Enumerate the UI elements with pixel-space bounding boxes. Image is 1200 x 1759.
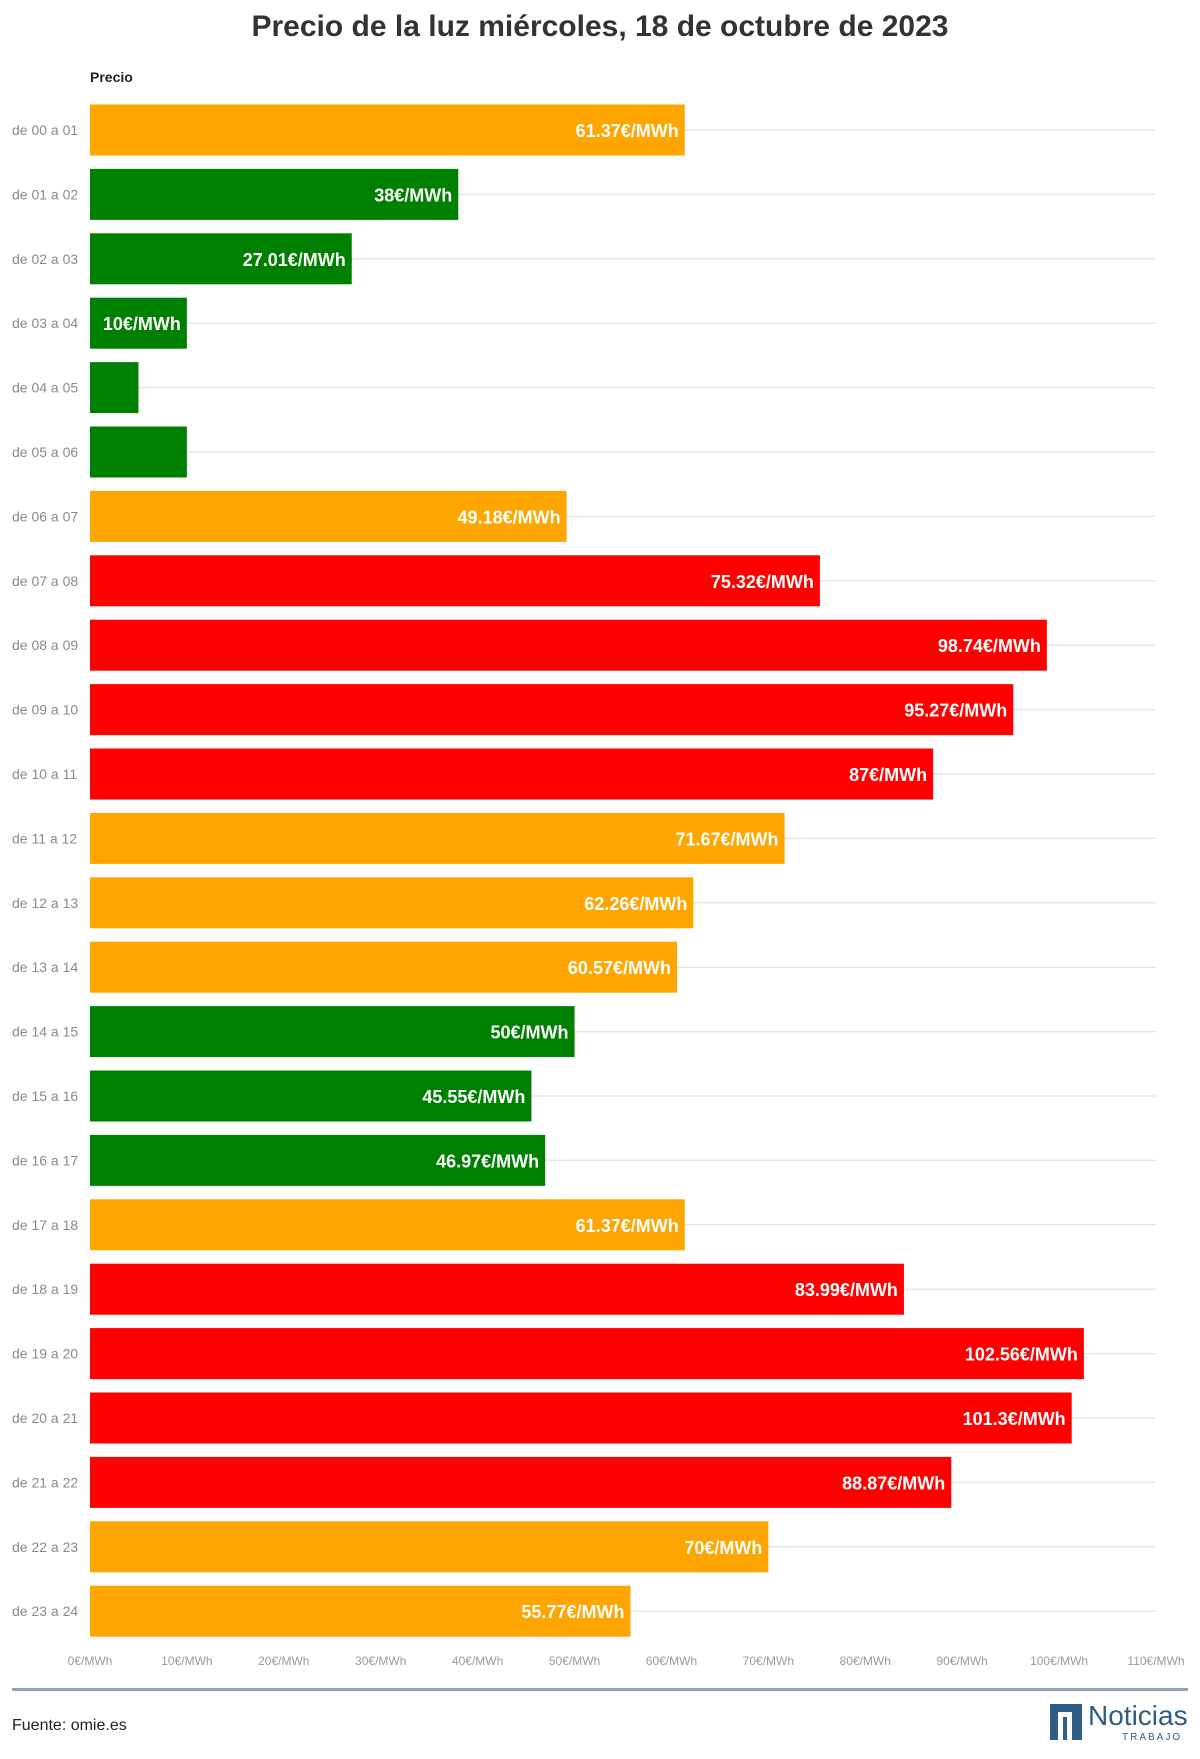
category-label: de 05 a 06 bbox=[12, 444, 78, 460]
x-tick-label: 80€/MWh bbox=[840, 1654, 891, 1668]
bar bbox=[90, 1521, 769, 1573]
bar-chart: Precio de 00 a 01 61.37€/MWh de 01 a 02 38€/… bbox=[12, 69, 1185, 1668]
data-label: 101.3€/MWh bbox=[963, 1409, 1066, 1429]
data-label: 61.37€/MWh bbox=[576, 1216, 679, 1236]
bar bbox=[90, 555, 820, 607]
x-tick-label: 0€/MWh bbox=[68, 1654, 113, 1668]
data-label: 71.67€/MWh bbox=[676, 829, 779, 849]
category-label: de 03 a 04 bbox=[12, 315, 78, 331]
category-label: de 16 a 17 bbox=[12, 1152, 78, 1168]
category-label: de 07 a 08 bbox=[12, 573, 78, 589]
category-label: de 08 a 09 bbox=[12, 637, 78, 653]
category-label: de 10 a 11 bbox=[12, 766, 77, 782]
noticias-trabajo-logo[interactable]: Noticias TRABAJO bbox=[1050, 1700, 1190, 1744]
bar bbox=[90, 426, 187, 478]
x-tick-label: 50€/MWh bbox=[549, 1654, 600, 1668]
category-label: de 11 a 12 bbox=[12, 830, 77, 846]
bar bbox=[90, 168, 459, 220]
bar bbox=[90, 104, 685, 156]
category-label: de 18 a 19 bbox=[12, 1281, 78, 1297]
category-label: de 21 a 22 bbox=[12, 1474, 78, 1490]
footer-divider bbox=[12, 1688, 1188, 1691]
data-label: 60.57€/MWh bbox=[568, 958, 671, 978]
data-label: 50€/MWh bbox=[491, 1023, 569, 1043]
x-tick-label: 110€/MWh bbox=[1127, 1654, 1184, 1668]
chart-title: Precio de la luz miércoles, 18 de octubr… bbox=[251, 10, 949, 43]
category-label: de 00 a 01 bbox=[12, 122, 78, 138]
bar bbox=[90, 941, 677, 993]
bar bbox=[90, 748, 934, 800]
data-label: 55.77€/MWh bbox=[521, 1602, 624, 1622]
x-tick-label: 90€/MWh bbox=[937, 1654, 988, 1668]
logo-mark-icon bbox=[1050, 1704, 1082, 1740]
logo-subtitle: TRABAJO bbox=[1122, 1732, 1183, 1743]
category-label: de 13 a 14 bbox=[12, 959, 78, 975]
category-label: de 19 a 20 bbox=[12, 1346, 78, 1362]
bar bbox=[90, 490, 567, 542]
series-header: Precio bbox=[90, 69, 133, 85]
bar bbox=[90, 1585, 631, 1637]
category-label: de 09 a 10 bbox=[12, 702, 78, 718]
bar bbox=[90, 1328, 1084, 1380]
data-label: 38€/MWh bbox=[374, 185, 452, 205]
data-label: 45.55€/MWh bbox=[422, 1087, 525, 1107]
x-tick-label: 100€/MWh bbox=[1030, 1654, 1088, 1668]
x-tick-label: 70€/MWh bbox=[743, 1654, 794, 1668]
x-tick-label: 30€/MWh bbox=[355, 1654, 406, 1668]
bar bbox=[90, 877, 694, 929]
bar bbox=[90, 1456, 952, 1508]
bar bbox=[90, 297, 187, 349]
category-label: de 20 a 21 bbox=[12, 1410, 78, 1426]
data-label: 102.56€/MWh bbox=[965, 1345, 1078, 1365]
category-label: de 02 a 03 bbox=[12, 251, 78, 267]
bar bbox=[90, 619, 1047, 671]
data-label: 61.37€/MWh bbox=[576, 121, 679, 141]
category-label: de 15 a 16 bbox=[12, 1088, 78, 1104]
bar bbox=[90, 684, 1014, 736]
logo-wordmark: Noticias bbox=[1088, 1700, 1188, 1731]
data-label: 88.87€/MWh bbox=[842, 1473, 945, 1493]
category-label: de 22 a 23 bbox=[12, 1539, 78, 1555]
x-tick-label: 20€/MWh bbox=[258, 1654, 309, 1668]
data-label: 75.32€/MWh bbox=[711, 572, 814, 592]
bar bbox=[90, 233, 352, 285]
bar bbox=[90, 812, 785, 864]
data-label: 46.97€/MWh bbox=[436, 1151, 539, 1171]
bar bbox=[90, 362, 139, 414]
x-tick-label: 40€/MWh bbox=[452, 1654, 503, 1668]
bar bbox=[90, 1263, 904, 1315]
source-note: Fuente: omie.es bbox=[12, 1717, 127, 1734]
bar bbox=[90, 1006, 575, 1058]
data-label: 83.99€/MWh bbox=[795, 1280, 898, 1300]
category-label: de 23 a 24 bbox=[12, 1603, 78, 1619]
data-label: 62.26€/MWh bbox=[584, 894, 687, 914]
bar bbox=[90, 1134, 546, 1186]
bar bbox=[90, 1070, 532, 1122]
category-label: de 01 a 02 bbox=[12, 186, 78, 202]
data-label: 95.27€/MWh bbox=[904, 701, 1007, 721]
x-tick-label: 60€/MWh bbox=[646, 1654, 697, 1668]
category-label: de 17 a 18 bbox=[12, 1217, 78, 1233]
data-label: 10€/MWh bbox=[103, 314, 181, 334]
data-label: 27.01€/MWh bbox=[243, 250, 346, 270]
x-tick-label: 10€/MWh bbox=[161, 1654, 212, 1668]
bar bbox=[90, 1392, 1072, 1444]
data-label: 87€/MWh bbox=[849, 765, 927, 785]
category-label: de 04 a 05 bbox=[12, 380, 78, 396]
category-label: de 06 a 07 bbox=[12, 508, 78, 524]
data-label: 49.18€/MWh bbox=[458, 507, 561, 527]
data-label: 98.74€/MWh bbox=[938, 636, 1041, 656]
data-label: 70€/MWh bbox=[684, 1538, 762, 1558]
category-label: de 12 a 13 bbox=[12, 895, 78, 911]
bar bbox=[90, 1199, 685, 1251]
category-label: de 14 a 15 bbox=[12, 1024, 78, 1040]
